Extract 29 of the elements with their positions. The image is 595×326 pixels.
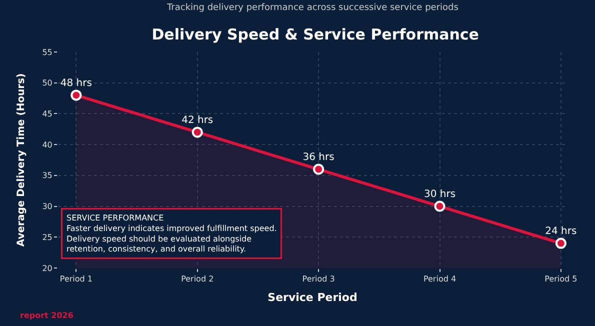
point <box>192 126 203 138</box>
data-label: 36 hrs <box>302 152 334 164</box>
chart-title: Delivery Speed & Service Performance <box>152 25 479 44</box>
y-tick-label: 40 <box>42 140 52 150</box>
text: report 2026 <box>20 311 74 320</box>
y-tick-label: 35 <box>42 171 52 180</box>
y-tick-label: 45 <box>42 110 52 119</box>
x-tick-label: Period 2 <box>181 274 214 284</box>
data-label: 42 hrs <box>182 115 214 126</box>
data-label: 30 hrs <box>424 189 456 200</box>
annotation: SERVICE PERFORMANCE Faster delivery indicates improved fulfillment speed. Delivery speed should be evaluated alongside retention, consistency, and overall reliability. <box>66 214 277 254</box>
x-tick-label: Period 1 <box>60 274 92 284</box>
y-tick-label: 30 <box>42 202 52 212</box>
chart-subtitle: Tracking delivery performance across successive service periods <box>166 3 459 13</box>
point <box>434 200 446 212</box>
y-axis-title: Average Delivery Time (Hours) <box>16 73 28 247</box>
y-tick-label: 25 <box>42 232 52 242</box>
point <box>313 164 324 175</box>
data-label: 48 hrs <box>60 78 92 90</box>
x-tick-label: Period 4 <box>423 274 456 284</box>
data-label: 24 hrs <box>545 226 577 238</box>
y-tick-label: 20 <box>42 264 52 273</box>
point <box>70 90 82 101</box>
y-tick-label: 55 <box>42 48 52 57</box>
x-tick-label: Period 5 <box>544 274 578 284</box>
point <box>555 238 566 249</box>
x-tick-label: Period 3 <box>302 274 335 284</box>
y-tick-label: 50 <box>42 78 52 88</box>
x-axis-title: Service Period <box>268 290 358 304</box>
